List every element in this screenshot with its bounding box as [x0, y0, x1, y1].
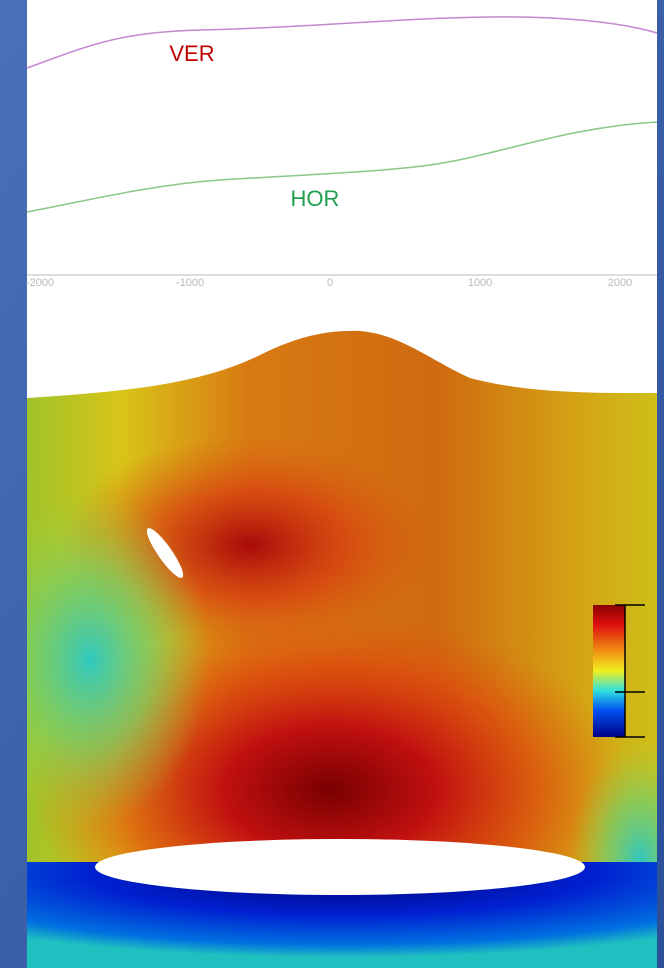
- curve-label: VER: [169, 41, 214, 66]
- curve-label: HOR: [291, 186, 340, 211]
- lower-body: [95, 839, 585, 895]
- axis-tick-label: -2000: [26, 277, 54, 289]
- page: VER HOR -2000-1000010002000 (() => { con…: [0, 0, 664, 968]
- axis-tick-label: 2000: [608, 277, 632, 289]
- slide: VER HOR -2000 -1000 0 1000 2000: [0, 0, 664, 968]
- axis-tick-label: 1000: [468, 277, 492, 289]
- axis-tick-label: -1000: [176, 277, 204, 289]
- axis-tick-label: 0: [327, 277, 333, 289]
- colorbar: [593, 605, 625, 737]
